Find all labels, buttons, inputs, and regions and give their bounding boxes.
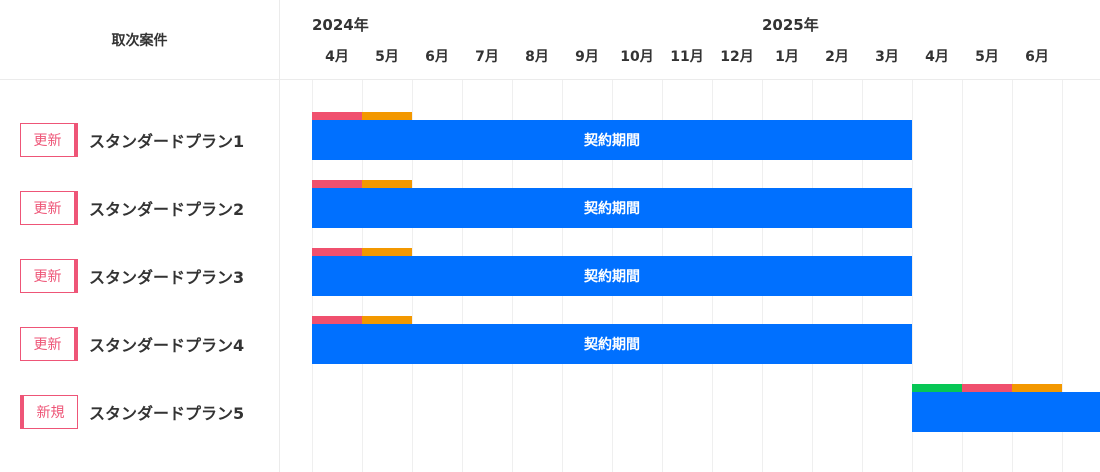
contract-period-bar[interactable]: 契約期間	[312, 188, 912, 228]
phase-segment-green	[912, 384, 962, 392]
row-label[interactable]: 更新 スタンダードプラン3	[20, 259, 244, 293]
row-label[interactable]: 新規 スタンダードプラン5	[20, 395, 244, 429]
header-divider	[0, 79, 1100, 80]
row-label[interactable]: 更新 スタンダードプラン2	[20, 191, 244, 225]
plan-name[interactable]: スタンダードプラン4	[89, 336, 245, 355]
grid-line	[912, 80, 913, 472]
month-label: 6月	[1025, 49, 1049, 65]
month-label: 7月	[475, 49, 499, 65]
phase-segment-pink	[312, 112, 362, 120]
phase-segment-orange	[1012, 384, 1062, 392]
left-panel: 取次案件	[0, 0, 280, 472]
phase-segment-orange	[362, 112, 412, 120]
phase-segment-pink	[312, 316, 362, 324]
month-label: 11月	[670, 49, 704, 65]
phase-segment-orange	[362, 316, 412, 324]
status-badge: 更新	[20, 191, 78, 225]
contract-period-bar[interactable]	[912, 392, 1100, 432]
plan-name[interactable]: スタンダードプラン2	[89, 200, 245, 219]
grid-line	[1012, 80, 1013, 472]
plan-name[interactable]: スタンダードプラン5	[89, 404, 245, 423]
phase-segment-pink	[312, 248, 362, 256]
column-header-title: 取次案件	[111, 33, 168, 49]
month-label: 9月	[575, 49, 599, 65]
year-label: 2025年	[762, 16, 819, 34]
phase-segment-orange	[362, 180, 412, 188]
contract-period-bar[interactable]: 契約期間	[312, 324, 912, 364]
plan-name[interactable]: スタンダードプラン3	[89, 268, 245, 287]
status-badge: 更新	[20, 327, 78, 361]
grid-line	[962, 80, 963, 472]
phase-segment-pink	[312, 180, 362, 188]
month-label: 10月	[620, 49, 654, 65]
phase-segment-pink	[962, 384, 1012, 392]
row-label[interactable]: 更新 スタンダードプラン1	[20, 123, 244, 157]
status-badge: 更新	[20, 123, 78, 157]
status-badge: 新規	[20, 395, 78, 429]
contract-period-bar[interactable]: 契約期間	[312, 120, 912, 160]
year-label: 2024年	[312, 16, 369, 34]
grid-line	[1062, 80, 1063, 472]
contract-period-bar[interactable]: 契約期間	[312, 256, 912, 296]
month-label: 1月	[775, 49, 799, 65]
phase-segment-orange	[362, 248, 412, 256]
month-label: 4月	[925, 49, 949, 65]
month-label: 6月	[425, 49, 449, 65]
status-badge: 更新	[20, 259, 78, 293]
month-label: 5月	[375, 49, 399, 65]
row-label[interactable]: 更新 スタンダードプラン4	[20, 327, 244, 361]
month-label: 5月	[975, 49, 999, 65]
plan-name[interactable]: スタンダードプラン1	[89, 132, 245, 151]
month-label: 8月	[525, 49, 549, 65]
month-label: 12月	[720, 49, 754, 65]
month-label: 2月	[825, 49, 849, 65]
month-label: 4月	[325, 49, 349, 65]
month-label: 3月	[875, 49, 899, 65]
